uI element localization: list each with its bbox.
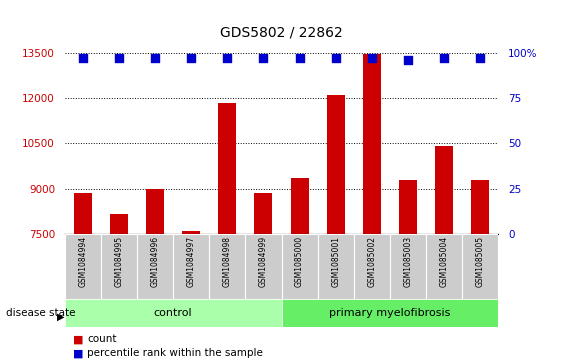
Point [223, 55, 232, 61]
Bar [209, 234, 245, 299]
Point [440, 55, 449, 61]
Bar [471, 180, 489, 234]
Text: GSM1085003: GSM1085003 [404, 236, 413, 287]
Point [259, 55, 268, 61]
Bar [399, 180, 417, 234]
Bar [282, 299, 498, 327]
Bar [65, 234, 101, 299]
Text: control: control [154, 308, 193, 318]
Bar [318, 234, 354, 299]
Bar [74, 193, 92, 234]
Bar [462, 234, 498, 299]
Bar [218, 102, 236, 234]
Text: GSM1084996: GSM1084996 [150, 236, 159, 287]
Bar [390, 234, 426, 299]
Point [367, 55, 376, 61]
Text: GSM1085004: GSM1085004 [440, 236, 449, 287]
Bar [327, 95, 345, 234]
Text: GSM1085001: GSM1085001 [331, 236, 340, 287]
Bar [173, 234, 209, 299]
Text: count: count [87, 334, 117, 344]
Bar [363, 54, 381, 234]
Text: GSM1085000: GSM1085000 [295, 236, 304, 287]
Bar [137, 234, 173, 299]
Point [331, 55, 340, 61]
Point [114, 55, 123, 61]
Text: GSM1085002: GSM1085002 [367, 236, 376, 287]
Text: GSM1084998: GSM1084998 [223, 236, 232, 287]
Text: primary myelofibrosis: primary myelofibrosis [329, 308, 450, 318]
Point [187, 55, 196, 61]
Text: ▶: ▶ [57, 312, 65, 322]
Bar [182, 231, 200, 234]
Point [476, 55, 485, 61]
Bar [65, 299, 282, 327]
Text: GSM1084994: GSM1084994 [78, 236, 87, 287]
Bar [282, 234, 318, 299]
Text: GSM1084995: GSM1084995 [114, 236, 123, 287]
Point [150, 55, 159, 61]
Text: GSM1084999: GSM1084999 [259, 236, 268, 287]
Bar [354, 234, 390, 299]
Bar [110, 215, 128, 234]
Bar [291, 178, 309, 234]
Bar [435, 146, 453, 234]
Text: GSM1085005: GSM1085005 [476, 236, 485, 287]
Bar [101, 234, 137, 299]
Point [78, 55, 87, 61]
Text: disease state: disease state [6, 308, 75, 318]
Bar [426, 234, 462, 299]
Bar [245, 234, 282, 299]
Bar [254, 193, 272, 234]
Text: percentile rank within the sample: percentile rank within the sample [87, 348, 263, 358]
Point [295, 55, 304, 61]
Text: ■: ■ [73, 348, 84, 358]
Text: GDS5802 / 22862: GDS5802 / 22862 [220, 26, 343, 40]
Text: GSM1084997: GSM1084997 [187, 236, 196, 287]
Bar [146, 189, 164, 234]
Text: ■: ■ [73, 334, 84, 344]
Point [404, 57, 413, 63]
